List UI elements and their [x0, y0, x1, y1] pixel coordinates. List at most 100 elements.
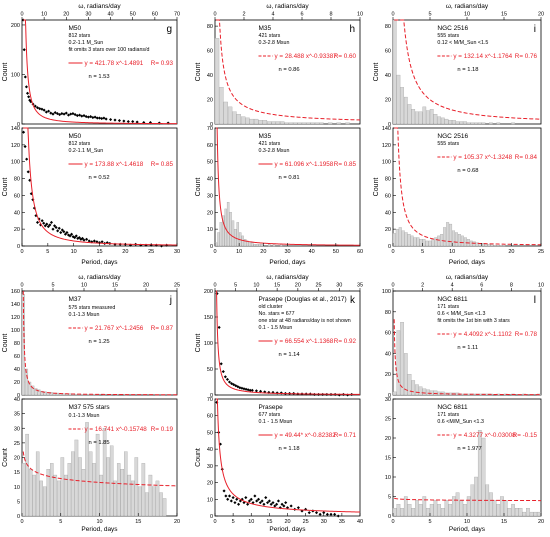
bar: [455, 121, 460, 125]
data-point: [42, 108, 46, 112]
y-tick-label: 30: [14, 426, 20, 432]
bar: [293, 122, 298, 125]
plot-frame: [392, 290, 542, 396]
bar: [116, 463, 121, 517]
bar: [319, 122, 324, 125]
y-tick-label: 10: [385, 475, 391, 481]
bar: [248, 242, 252, 247]
y-tick-label: 60: [207, 414, 213, 420]
bar: [34, 388, 38, 396]
y-tick-label: 50: [207, 160, 213, 166]
fit-curve: [393, 319, 541, 396]
y-tick-label: 20: [14, 380, 20, 386]
fit-equation: y = 16.741 x^-0.15748: [85, 426, 148, 433]
y-tick-label: 40: [207, 73, 213, 79]
bar: [431, 239, 435, 247]
x-tick-label: 25: [148, 249, 154, 255]
bar: [262, 120, 268, 125]
bar: [243, 239, 247, 247]
bar: [437, 235, 441, 247]
panel-letter: l: [534, 295, 536, 306]
fit-equation: y = 173.88 x^-1.4618: [85, 161, 144, 168]
y-tick-label: 160: [11, 289, 20, 295]
y-tick-label: 30: [207, 464, 213, 470]
y-tick-label: 200: [204, 289, 213, 295]
y-tick-label: 100: [382, 160, 391, 166]
y-tick-label: 30: [385, 397, 391, 403]
bar: [39, 480, 43, 517]
data-point: [227, 380, 232, 384]
top-axis-title: ω, radians/day: [446, 274, 489, 281]
data-point: [249, 497, 253, 501]
bar: [74, 394, 78, 396]
top-axis-title: ω, radians/day: [78, 3, 121, 10]
data-point: [336, 514, 340, 518]
y-tick-label: 200: [11, 23, 20, 29]
x-tick-label: 20: [122, 249, 128, 255]
y-tick-label: 80: [385, 24, 391, 30]
data-point: [318, 512, 322, 516]
top-tick-label: 10: [41, 12, 47, 18]
x-tick-label: 5: [428, 519, 431, 525]
y-tick-label: 80: [14, 177, 20, 183]
bar: [35, 451, 40, 517]
top-tick-label: 25: [174, 283, 180, 289]
top-tick-label: 5: [51, 283, 54, 289]
y-tick-label: 40: [385, 210, 391, 216]
top-tick-label: 15: [112, 283, 118, 289]
data-point: [264, 496, 268, 500]
data-point: [42, 221, 46, 225]
y-tick-label: 20: [385, 436, 391, 442]
fit-equation: y = 421.78 x^-1.4891: [85, 60, 144, 67]
x-tick-label: 10: [449, 249, 455, 255]
bar: [396, 330, 401, 396]
y-tick-label: 20: [385, 227, 391, 233]
data-point: [275, 502, 279, 506]
info-text: NGC 6811: [437, 404, 468, 411]
panel-letter: i: [534, 24, 536, 35]
data-point: [23, 144, 27, 149]
bar: [25, 433, 29, 517]
x-tick-label: 20: [260, 249, 266, 255]
bar: [484, 244, 488, 247]
data-point: [226, 497, 230, 501]
bar: [42, 486, 47, 517]
x-tick-label: 60: [357, 249, 363, 255]
data-point: [126, 119, 130, 124]
top-axis-title: ω, radians/day: [266, 3, 309, 10]
bar: [267, 121, 272, 125]
bar: [433, 390, 438, 396]
y-tick-label: 0: [17, 122, 20, 128]
data-point: [25, 91, 30, 95]
data-point: [253, 494, 257, 498]
bar: [440, 508, 445, 517]
bar: [415, 384, 419, 396]
bar: [415, 111, 419, 125]
bar: [88, 451, 93, 517]
data-point: [224, 494, 228, 498]
bar: [463, 504, 467, 517]
info-text: 421 stars: [259, 33, 281, 39]
bar: [457, 234, 461, 247]
n-value: n = 1.18: [457, 67, 478, 73]
bar: [46, 469, 51, 517]
bar: [240, 116, 246, 125]
bar: [24, 368, 29, 396]
y-tick-label: 20: [385, 98, 391, 104]
bar: [78, 457, 82, 517]
data-point: [58, 113, 62, 117]
n-value: n = 1.18: [279, 446, 300, 452]
bar: [499, 245, 503, 247]
bar: [327, 122, 333, 125]
bar: [217, 232, 220, 247]
bar: [236, 222, 240, 247]
info-text: 812 stars: [69, 141, 91, 147]
data-point: [95, 116, 99, 120]
info-text: NGC 6811: [437, 296, 468, 303]
